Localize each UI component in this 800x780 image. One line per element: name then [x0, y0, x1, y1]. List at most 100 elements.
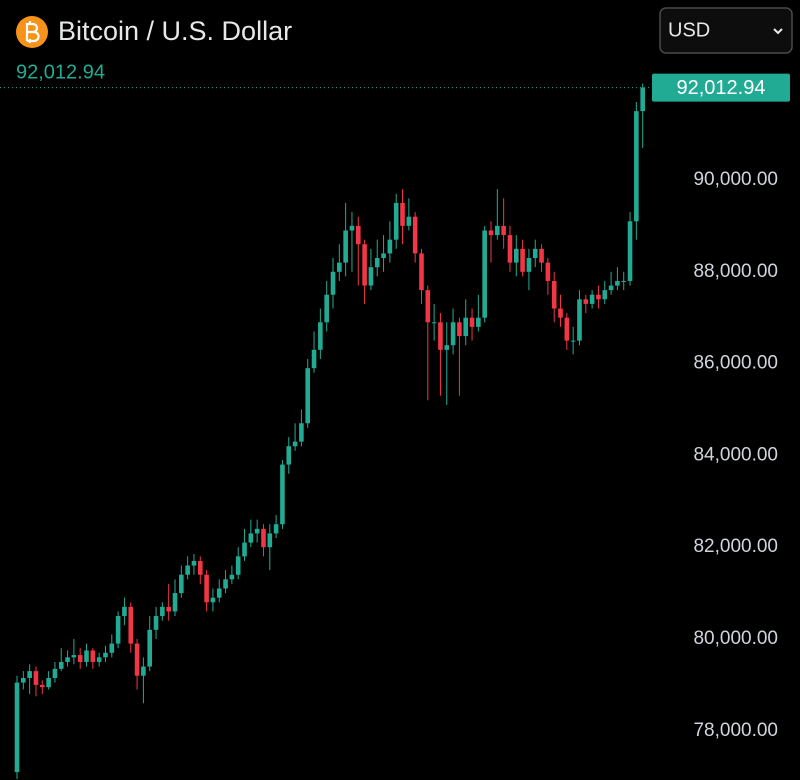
candle-body: [425, 290, 431, 323]
candle-body: [564, 317, 570, 341]
candle-body: [444, 345, 450, 350]
candle-body: [570, 340, 576, 342]
candle-body: [577, 299, 582, 341]
candle-body: [210, 597, 216, 603]
candle-body: [463, 317, 469, 337]
candle-body: [412, 216, 418, 254]
candle-body: [615, 280, 620, 286]
last-price-box: [652, 73, 790, 102]
candle-body: [507, 235, 513, 263]
candle-body: [286, 446, 292, 465]
y-tick-label: 78,000.00: [693, 720, 778, 741]
candle-body: [242, 542, 247, 557]
candle-body: [438, 322, 443, 350]
candle-body: [627, 221, 633, 281]
candle-body: [185, 565, 190, 575]
candle-body: [128, 606, 134, 644]
candle-body: [197, 560, 203, 575]
btc-icon-glyph: [25, 21, 40, 43]
candle-body: [179, 574, 184, 594]
candle-body: [77, 655, 83, 662]
candle-body: [292, 441, 298, 447]
candle-body: [21, 678, 26, 683]
candle-body: [488, 230, 494, 236]
current-price: 92,012.94: [16, 61, 105, 83]
candle-body: [337, 262, 342, 272]
candle-body: [381, 253, 386, 259]
candle-body: [532, 248, 538, 259]
candle-body: [172, 593, 178, 612]
y-tick-label: 84,000.00: [693, 444, 778, 465]
candle-body: [39, 684, 45, 688]
candle-body: [153, 616, 159, 630]
y-tick-label: 88,000.00: [693, 261, 778, 282]
candle-body: [602, 290, 608, 300]
candle-body: [482, 230, 487, 318]
candle-body: [134, 643, 140, 676]
candle-body: [368, 267, 374, 286]
candle-body: [400, 202, 405, 226]
candle-body: [513, 248, 519, 263]
candle-body: [419, 253, 424, 291]
candle-body: [406, 216, 412, 226]
currency-select-box[interactable]: [659, 7, 793, 54]
candle-body: [216, 588, 222, 598]
candle-body: [596, 294, 601, 300]
candle-body: [103, 652, 108, 658]
candle-body: [520, 248, 525, 272]
last-price-label: 92,012.94: [677, 77, 766, 99]
candle-body: [545, 262, 551, 281]
candle-body: [33, 671, 39, 685]
candle-body: [96, 657, 102, 662]
candle-body: [318, 322, 323, 350]
candle-body: [495, 225, 500, 236]
y-tick-label: 80,000.00: [693, 628, 778, 649]
candle-body: [589, 294, 595, 304]
candle-body: [640, 87, 645, 112]
candle-body: [71, 655, 77, 658]
candle-body: [299, 423, 304, 442]
candle-body: [109, 643, 115, 653]
candle-body: [431, 322, 437, 324]
candle-body: [501, 225, 506, 236]
candle-body: [608, 285, 614, 291]
candle-body: [273, 524, 279, 534]
candle-body: [160, 606, 165, 617]
candle-body: [551, 280, 557, 309]
currency-select[interactable]: USD: [659, 7, 793, 54]
candle-body: [122, 606, 127, 617]
candle-body: [191, 560, 197, 566]
candle-body: [558, 308, 563, 318]
candle-body: [235, 556, 241, 575]
candle-body: [450, 322, 456, 346]
currency-select-value[interactable]: USD: [668, 19, 710, 41]
candle-body: [469, 317, 475, 327]
candle-body: [27, 671, 32, 679]
candle-body: [254, 528, 260, 534]
candle-body: [476, 317, 481, 327]
candle-body: [634, 111, 639, 222]
candle-body: [362, 244, 367, 286]
candle-body: [141, 666, 146, 676]
chevron-icon[interactable]: [773, 28, 783, 35]
candle-body: [65, 657, 70, 662]
candle-body: [166, 606, 171, 612]
candle-body: [324, 294, 329, 323]
candle-body: [311, 349, 317, 369]
candle-body: [305, 368, 311, 424]
candle-body: [90, 650, 96, 662]
candle-body: [267, 533, 273, 548]
candle-body: [393, 202, 399, 240]
candle-body: [46, 678, 51, 688]
chart-title: Bitcoin / U.S. Dollar: [58, 16, 292, 46]
candle-body: [204, 574, 209, 603]
candle-body: [374, 258, 380, 268]
candle-body: [223, 579, 228, 589]
candle-body: [387, 239, 393, 254]
candle-body: [526, 258, 532, 272]
candle-body: [58, 661, 64, 669]
candle-body: [330, 271, 336, 295]
